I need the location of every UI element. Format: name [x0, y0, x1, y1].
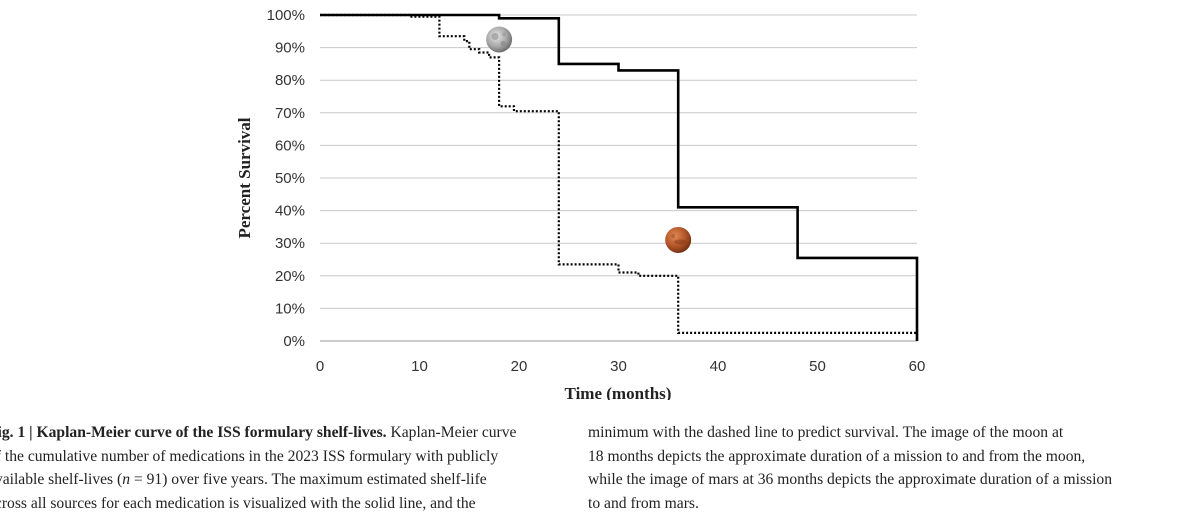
x-tick-label: 0: [316, 358, 324, 375]
x-tick-label: 20: [511, 358, 528, 375]
caption-text: n: [122, 471, 130, 488]
y-tick-label: 70%: [275, 105, 305, 122]
y-tick-label: 100%: [267, 7, 305, 24]
y-tick-label: 10%: [275, 300, 305, 317]
y-tick-label: 30%: [275, 235, 305, 252]
caption-line: available shelf-lives (n = 91) over five…: [0, 468, 558, 492]
kaplan-meier-chart: 0% 10% 20% 30% 40% 50% 60% 70% 80% 90% 100% 0 10 20 3…: [0, 0, 1200, 400]
x-axis-ticks: 0 10 20 30 40 50 60: [316, 358, 926, 375]
caption-text: to and from mars.: [588, 495, 699, 512]
x-tick-label: 40: [710, 358, 727, 375]
y-tick-label: 40%: [275, 203, 305, 220]
moon-icon: [486, 26, 512, 52]
mars-icon: [665, 227, 691, 253]
caption-line: of the cumulative number of medications …: [0, 445, 558, 469]
caption-line: Fig. 1 | Kaplan-Meier curve of the ISS f…: [0, 421, 558, 445]
y-axis-ticks: 0% 10% 20% 30% 40% 50% 60% 70% 80% 90% 100%: [267, 7, 305, 350]
y-tick-label: 90%: [275, 40, 305, 57]
y-tick-label: 20%: [275, 268, 305, 285]
caption-line: across all sources for each medication i…: [0, 492, 558, 515]
y-tick-label: 60%: [275, 137, 305, 154]
caption-text: of the cumulative number of medications …: [0, 448, 498, 465]
y-tick-label: 80%: [275, 72, 305, 89]
caption-text: while the image of mars at 36 months dep…: [588, 471, 1112, 488]
figure-caption-right-column: minimum with the dashed line to predict …: [588, 421, 1188, 515]
caption-text: Kaplan-Meier curve: [387, 424, 517, 441]
caption-line: while the image of mars at 36 months dep…: [588, 468, 1188, 492]
x-axis-title: Time (months): [565, 384, 672, 400]
caption-line: 18 months depicts the approximate durati…: [588, 445, 1188, 469]
caption-text: 18 months depicts the approximate durati…: [588, 448, 1085, 465]
x-tick-label: 10: [411, 358, 428, 375]
x-tick-label: 30: [610, 358, 627, 375]
y-tick-label: 0%: [283, 333, 305, 350]
x-tick-label: 60: [909, 358, 926, 375]
caption-text: = 91) over five years. The maximum estim…: [130, 471, 487, 488]
caption-text: across all sources for each medication i…: [0, 495, 476, 512]
figure-caption-left-column: Fig. 1 | Kaplan-Meier curve of the ISS f…: [0, 421, 558, 515]
caption-text: Fig. 1 | Kaplan-Meier curve of the ISS f…: [0, 424, 387, 441]
caption-text: minimum with the dashed line to predict …: [588, 424, 1063, 441]
caption-text: available shelf-lives (: [0, 471, 122, 488]
caption-line: to and from mars.: [588, 492, 1188, 515]
y-tick-label: 50%: [275, 170, 305, 187]
y-axis-title: Percent Survival: [235, 117, 254, 238]
planet-markers: [486, 26, 691, 252]
caption-line: minimum with the dashed line to predict …: [588, 421, 1188, 445]
x-tick-label: 50: [809, 358, 826, 375]
